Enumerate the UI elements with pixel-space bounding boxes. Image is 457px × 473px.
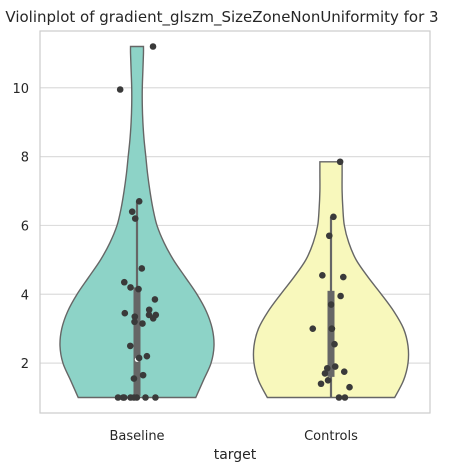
- data-point: [336, 158, 344, 166]
- data-point: [135, 198, 143, 205]
- data-point: [131, 313, 139, 320]
- data-point: [131, 215, 139, 222]
- data-point: [335, 394, 343, 401]
- data-point: [135, 354, 143, 362]
- data-point: [127, 284, 134, 291]
- data-point: [121, 309, 129, 317]
- data-point: [114, 394, 122, 401]
- data-point: [139, 371, 147, 379]
- data-point: [130, 394, 138, 401]
- data-point: [325, 232, 333, 240]
- data-point: [330, 213, 337, 221]
- data-point: [145, 306, 153, 314]
- data-point: [331, 340, 338, 348]
- data-point: [319, 272, 326, 279]
- data-point: [149, 43, 157, 50]
- data-point: [138, 265, 146, 272]
- data-point: [151, 296, 159, 303]
- data-point: [317, 380, 325, 388]
- x-tick-label: Controls: [304, 429, 358, 444]
- plot-frame: [39, 30, 431, 414]
- data-point: [331, 363, 339, 370]
- y-tick-label: 6: [21, 219, 29, 234]
- data-point: [149, 315, 157, 322]
- data-point: [139, 320, 146, 327]
- data-point: [128, 208, 136, 215]
- data-point: [143, 352, 151, 360]
- data-point: [323, 364, 331, 372]
- data-point: [341, 394, 349, 401]
- data-point: [337, 292, 344, 300]
- data-point: [152, 394, 159, 401]
- chart-title: Violinplot of gradient_glszm_SizeZoneNon…: [5, 8, 438, 27]
- data-point: [135, 285, 142, 293]
- data-point: [327, 301, 335, 308]
- strip-points: [114, 43, 353, 401]
- data-point: [116, 86, 124, 93]
- y-tick-labels: 2 4 6 8 10: [12, 82, 29, 372]
- data-point: [339, 273, 347, 281]
- y-tick-label: 2: [21, 357, 29, 372]
- data-point: [126, 342, 134, 350]
- iqr-box-controls: [327, 290, 335, 377]
- data-point: [142, 394, 149, 401]
- data-point: [324, 377, 332, 384]
- data-point: [340, 368, 348, 376]
- data-point: [120, 278, 128, 286]
- data-point: [346, 383, 353, 391]
- x-tick-labels: Baseline Controls: [109, 429, 358, 444]
- y-tick-label: 4: [21, 288, 29, 303]
- x-axis-label: target: [214, 447, 257, 463]
- data-point: [130, 375, 138, 382]
- x-tick-label: Baseline: [109, 429, 164, 444]
- y-tick-label: 10: [12, 82, 29, 97]
- data-point: [120, 394, 128, 401]
- data-point: [309, 325, 317, 332]
- data-point: [131, 318, 138, 326]
- data-point: [321, 370, 329, 377]
- y-tick-label: 8: [21, 151, 29, 166]
- iqr-box-baseline: [133, 287, 141, 396]
- data-point: [328, 325, 336, 332]
